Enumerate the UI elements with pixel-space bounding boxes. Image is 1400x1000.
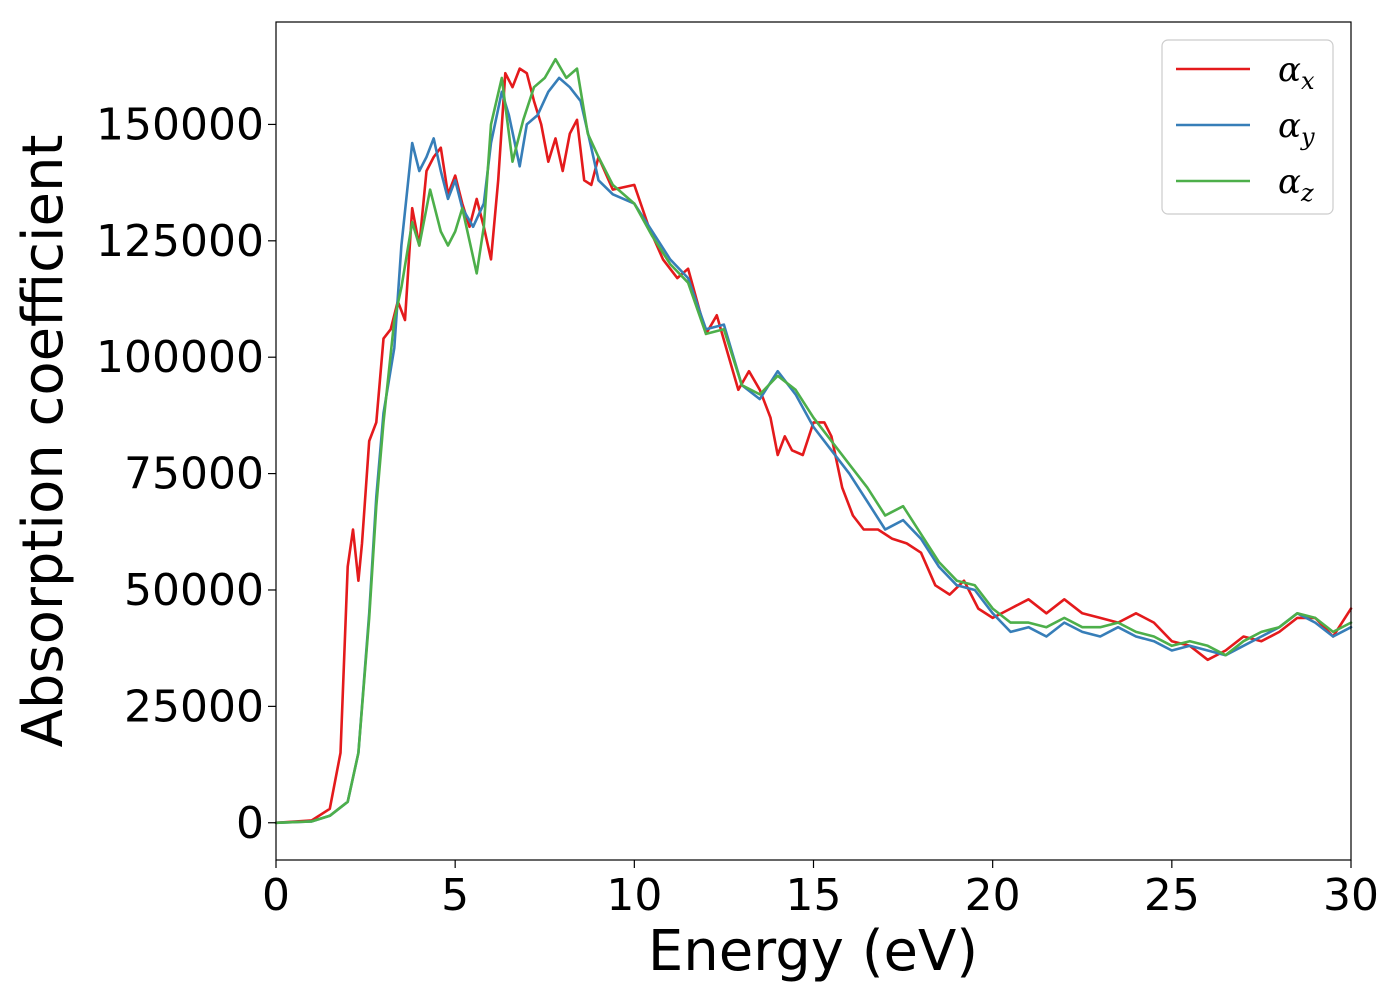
- series-line-y: [274, 76, 1353, 825]
- y-tick-label: 50000: [124, 565, 264, 616]
- y-tick-label: 100000: [96, 332, 264, 383]
- series-line-z: [274, 57, 1353, 825]
- x-tick-label: 25: [1144, 870, 1200, 921]
- y-tick-label: 150000: [96, 99, 264, 150]
- legend-label-y: αy: [1278, 106, 1315, 151]
- x-tick-label: 30: [1323, 870, 1379, 921]
- x-axis: 0 5 10 15 20 25 30: [262, 860, 1379, 921]
- legend-label-z: αz: [1278, 162, 1314, 207]
- series-line-x: [274, 67, 1353, 825]
- x-axis-title: Energy (eV): [648, 919, 978, 984]
- y-tick-label: 75000: [124, 449, 264, 500]
- x-tick-label: 15: [786, 870, 842, 921]
- legend: αx αy αz: [1161, 39, 1334, 215]
- x-tick-label: 10: [606, 870, 662, 921]
- y-tick-label: 25000: [124, 681, 264, 732]
- x-tick-label: 5: [441, 870, 469, 921]
- y-axis-title: Absorption coefficient: [11, 135, 76, 748]
- y-axis: 0 25000 50000 75000 100000 125000 150000: [96, 99, 276, 849]
- legend-label-x: αx: [1278, 50, 1315, 95]
- legend-box: [1161, 39, 1334, 215]
- x-tick-label: 20: [965, 870, 1021, 921]
- x-tick-label: 0: [262, 870, 290, 921]
- y-tick-label: 0: [236, 798, 264, 849]
- y-tick-label: 125000: [96, 216, 264, 267]
- series-layer: [274, 57, 1353, 825]
